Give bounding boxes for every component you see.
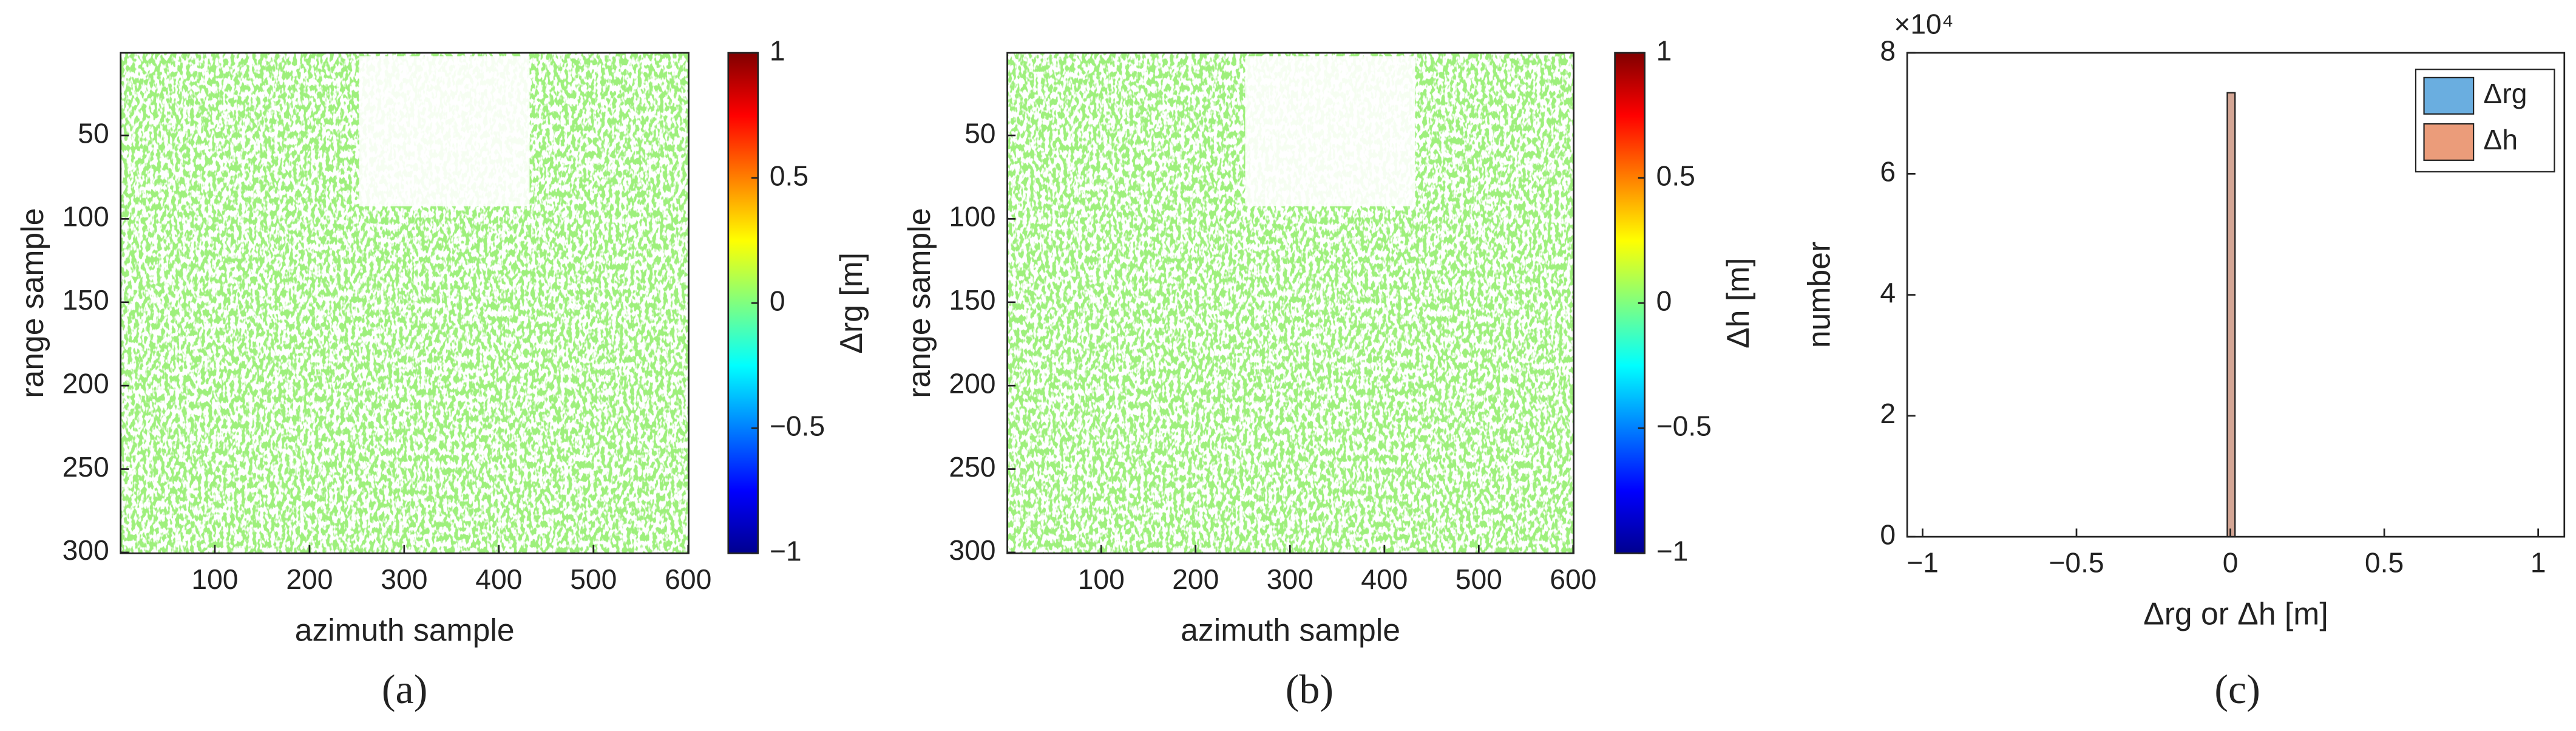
- x-axis-label: azimuth sample: [1181, 613, 1400, 648]
- colorbar-tick-label: 1: [1656, 35, 1672, 66]
- y-tick-label: 100: [949, 201, 995, 233]
- colorbar-tick-label: 0.5: [770, 160, 808, 191]
- y-axis-label: number: [1801, 242, 1836, 348]
- image-void: [359, 56, 530, 206]
- x-tick-label: 400: [475, 563, 522, 595]
- colorbar-tick-label: −0.5: [770, 410, 825, 441]
- x-tick-label: −0.5: [2049, 547, 2104, 579]
- x-tick-label: −1: [1907, 547, 1939, 579]
- axes-box: [1006, 52, 1574, 554]
- x-tick-label: 100: [1078, 563, 1125, 595]
- y-tick-label: 200: [63, 367, 109, 399]
- axes-box: [1906, 52, 2566, 538]
- colorbar-tick-label: −0.5: [1656, 410, 1712, 441]
- x-tick-label: 500: [1456, 563, 1502, 595]
- colorbar-label: Δh [m]: [1720, 257, 1755, 348]
- y-tick-label: 250: [63, 451, 109, 483]
- x-tick-label: 0.5: [2365, 547, 2404, 579]
- x-tick-label: 600: [665, 563, 711, 595]
- colorbar-tick-label: 1: [770, 35, 785, 66]
- y-tick-label: 4: [1880, 277, 1896, 308]
- x-tick-label: 600: [1550, 563, 1596, 595]
- histogram-bar: [2226, 92, 2236, 538]
- legend-label: Δrg: [2483, 78, 2527, 109]
- image-void: [1245, 56, 1415, 206]
- y-tick-label: 150: [949, 284, 995, 316]
- x-tick-label: 500: [570, 563, 617, 595]
- x-tick-label: 200: [286, 563, 333, 595]
- x-tick-label: 300: [1267, 563, 1313, 595]
- y-tick-label: 0: [1880, 518, 1896, 550]
- x-tick-label: 400: [1361, 563, 1408, 595]
- x-tick-label: 1: [2530, 547, 2546, 579]
- panel-caption: (c): [2214, 666, 2260, 712]
- legend-label: Δh: [2483, 124, 2518, 155]
- x-tick-label: 200: [1172, 563, 1219, 595]
- y-tick-label: 300: [949, 534, 995, 566]
- colorbar-tick-label: 0: [1656, 285, 1672, 316]
- y-axis-label: range sample: [15, 208, 50, 398]
- y-axis-label: range sample: [901, 208, 937, 398]
- legend-swatch: [2423, 123, 2475, 161]
- colorbar-tick-label: −1: [1656, 536, 1689, 567]
- x-axis-label: Δrg or Δh [m]: [2143, 596, 2328, 631]
- legend-swatch: [2423, 76, 2475, 115]
- y-tick-label: 150: [63, 284, 109, 316]
- y-tick-label: 2: [1880, 398, 1896, 429]
- x-tick-label: 0: [2223, 547, 2239, 579]
- colorbar-tick-label: 0.5: [1656, 160, 1695, 191]
- y-tick-label: 100: [63, 201, 109, 233]
- colorbar-label: Δrg [m]: [833, 253, 869, 354]
- colorbar-tick-label: 0: [770, 285, 785, 316]
- colorbar-tick-label: −1: [770, 536, 802, 567]
- x-axis-label: azimuth sample: [295, 613, 515, 648]
- y-tick-label: 250: [949, 451, 995, 483]
- x-tick-label: 300: [381, 563, 427, 595]
- y-tick-label: 6: [1880, 156, 1896, 188]
- y-tick-label: 50: [78, 117, 109, 149]
- panel-caption: (a): [382, 666, 427, 712]
- y-exponent: ×10⁴: [1894, 8, 1953, 40]
- y-tick-label: 8: [1880, 35, 1896, 66]
- y-tick-label: 300: [63, 534, 109, 566]
- axes-box: [120, 52, 690, 554]
- panel-caption: (b): [1286, 666, 1334, 712]
- x-tick-label: 100: [191, 563, 238, 595]
- y-tick-label: 200: [949, 367, 995, 399]
- y-tick-label: 50: [964, 117, 995, 149]
